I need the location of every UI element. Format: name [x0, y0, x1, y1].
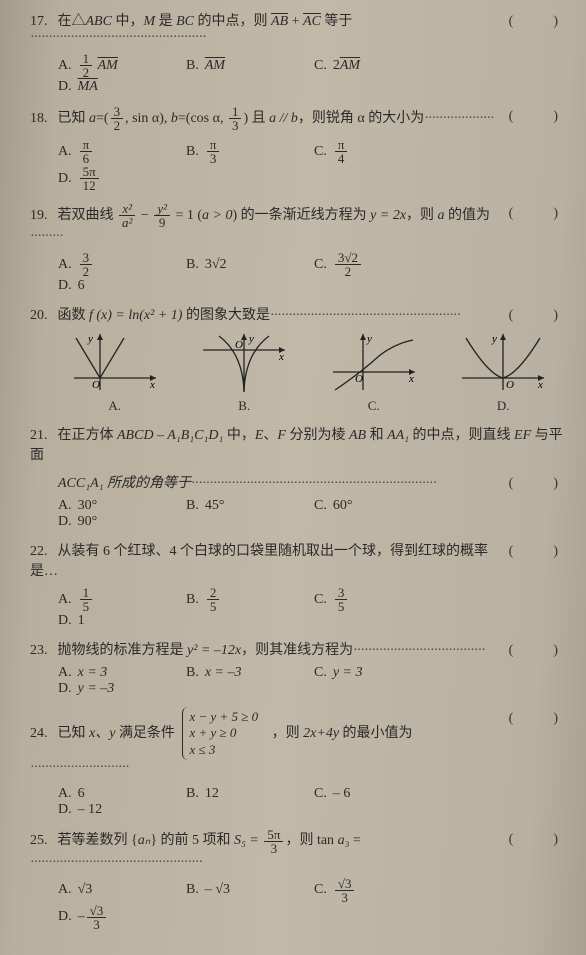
q-number: 21.	[30, 428, 54, 444]
option-B[interactable]: B.12	[186, 786, 314, 802]
option-A[interactable]: A.π6	[58, 138, 186, 165]
svg-text:x: x	[278, 351, 284, 363]
option-C[interactable]: C.60°	[314, 498, 442, 514]
option-D[interactable]: D.– 12	[58, 802, 186, 818]
question-24: ( ) 24. 已知 x、y 满足条件 x − y + 5 ≥ 0 x + y …	[30, 707, 568, 818]
q-number: 25.	[30, 833, 54, 849]
option-A[interactable]: A.x = 3	[58, 665, 186, 681]
option-C[interactable]: C.√33	[314, 877, 442, 904]
option-B[interactable]: B.x = –3	[186, 665, 314, 681]
option-A[interactable]: A. 12 AM	[58, 52, 186, 79]
question-18: ( ) 18. 已知 a=(32, sin α), b=(cos α, 13) …	[30, 105, 568, 192]
stem: 在正方体 ABCD – A₁B₁C₁D₁ 中，E、F 分别为棱 AB 和 AA₁…	[30, 428, 563, 463]
stem-line2: ( ) ACC₁A₁ 所成的角等于·······················…	[58, 472, 568, 492]
answer-blank[interactable]: ( )	[509, 202, 562, 222]
graph-A[interactable]: Oxy A.	[70, 330, 160, 414]
question-20: ( ) 20. 函数 f (x) = ln(x² + 1) 的图象大致是····…	[30, 304, 568, 414]
stem: 从装有 6 个红球、4 个白球的口袋里随机取出一个球，得到红球的概率是…	[30, 544, 488, 579]
option-B[interactable]: B.25	[186, 586, 314, 613]
answer-blank[interactable]: ( )	[509, 540, 562, 560]
option-C[interactable]: C.3√22	[314, 251, 442, 278]
option-B[interactable]: B.π3	[186, 138, 314, 165]
option-A[interactable]: A.6	[58, 786, 186, 802]
svg-text:y: y	[248, 333, 254, 345]
options: A. 12 AM B.AM C.2AM D.MA	[58, 52, 568, 95]
stem: 抛物线的标准方程是 y² = –12x，则其准线方程为·············…	[58, 643, 485, 658]
graph-D[interactable]: Oxy D.	[458, 330, 548, 414]
option-C[interactable]: C.π4	[314, 138, 442, 165]
option-A[interactable]: A.√3	[58, 877, 186, 904]
svg-text:x: x	[537, 379, 543, 391]
stem: 已知 x、y 满足条件 x − y + 5 ≥ 0 x + y ≥ 0 x ≤ …	[30, 726, 413, 775]
question-17: ( ) 17. 在△ABC 中，M 是 BC 的中点，则 AB + AC 等于·…	[30, 10, 568, 95]
svg-text:O: O	[506, 379, 514, 391]
q-number: 23.	[30, 643, 54, 659]
question-22: ( ) 22. 从装有 6 个红球、4 个白球的口袋里随机取出一个球，得到红球的…	[30, 540, 568, 629]
q-number: 17.	[30, 14, 54, 30]
question-25: ( ) 25. 若等差数列 {aₙ} 的前 5 项和 S₅ = 5π3，则 ta…	[30, 828, 568, 931]
question-23: ( ) 23. 抛物线的标准方程是 y² = –12x，则其准线方程为·····…	[30, 639, 568, 697]
question-19: ( ) 19. 若双曲线 x²a² − y²9 = 1 (a > 0) 的一条渐…	[30, 202, 568, 294]
options: A.15 B.25 C.35 D.1	[58, 586, 568, 629]
q-number: 18.	[30, 111, 54, 127]
options: A.π6 B.π3 C.π4 D.5π12	[58, 138, 568, 192]
option-C[interactable]: C.– 6	[314, 786, 442, 802]
q-number: 20.	[30, 308, 54, 324]
options: A.30° B.45° C.60° D.90°	[58, 498, 568, 530]
option-B[interactable]: B.45°	[186, 498, 314, 514]
svg-text:y: y	[366, 333, 372, 345]
stem: 在△ABC 中，M 是 BC 的中点，则 AB + AC 等于·········…	[30, 14, 352, 45]
option-A[interactable]: A.15	[58, 586, 186, 613]
answer-blank[interactable]: ( )	[509, 105, 562, 125]
options: A.√3 B.– √3 C.√33 D.– √33	[58, 877, 568, 931]
option-D[interactable]: D.5π12	[58, 165, 186, 192]
svg-text:y: y	[491, 333, 497, 345]
stem: 若双曲线 x²a² − y²9 = 1 (a > 0) 的一条渐近线方程为 y …	[30, 208, 490, 244]
svg-text:x: x	[408, 373, 414, 385]
q-number: 22.	[30, 544, 54, 560]
answer-blank[interactable]: ( )	[509, 707, 562, 727]
answer-blank[interactable]: ( )	[509, 639, 562, 659]
option-D[interactable]: D.1	[58, 613, 186, 629]
option-A[interactable]: A.30°	[58, 498, 186, 514]
question-21: 21. 在正方体 ABCD – A₁B₁C₁D₁ 中，E、F 分别为棱 AB 和…	[30, 424, 568, 530]
option-C[interactable]: C.35	[314, 586, 442, 613]
graph-C[interactable]: Oxy C.	[329, 330, 419, 414]
options: A.32 B.3√2 C.3√22 D.6	[58, 251, 568, 294]
constraint-brace: x − y + 5 ≥ 0 x + y ≥ 0 x ≤ 3	[182, 707, 264, 760]
graph-B[interactable]: Oxy B.	[199, 330, 289, 414]
option-D[interactable]: D.90°	[58, 514, 186, 530]
option-B[interactable]: B.– √3	[186, 877, 314, 904]
option-C[interactable]: C.y = 3	[314, 665, 442, 681]
answer-blank[interactable]: ( )	[509, 472, 562, 492]
q-number: 24.	[30, 726, 54, 742]
stem: 已知 a=(32, sin α), b=(cos α, 13) 且 a // b…	[58, 111, 494, 126]
svg-text:O: O	[235, 339, 243, 351]
option-D[interactable]: D.MA	[58, 79, 186, 95]
option-D[interactable]: D.6	[58, 278, 186, 294]
option-C[interactable]: C.2AM	[314, 52, 442, 79]
option-A[interactable]: A.32	[58, 251, 186, 278]
option-D[interactable]: D.y = –3	[58, 681, 186, 697]
exam-page: ( ) 17. 在△ABC 中，M 是 BC 的中点，则 AB + AC 等于·…	[0, 0, 586, 955]
graph-options: Oxy A. Oxy B. Oxy C.	[50, 330, 568, 414]
stem: 若等差数列 {aₙ} 的前 5 项和 S₅ = 5π3，则 tan a₃ = ·…	[30, 833, 361, 869]
answer-blank[interactable]: ( )	[509, 10, 562, 30]
svg-text:O: O	[355, 373, 363, 385]
option-B[interactable]: B.AM	[186, 52, 314, 79]
svg-text:y: y	[87, 333, 93, 345]
answer-blank[interactable]: ( )	[509, 304, 562, 324]
stem: 函数 f (x) = ln(x² + 1) 的图象大致是············…	[58, 308, 461, 323]
answer-blank[interactable]: ( )	[509, 828, 562, 848]
option-D[interactable]: D.– √33	[58, 904, 186, 931]
svg-text:O: O	[92, 379, 100, 391]
options: A.6 B.12 C.– 6 D.– 12	[58, 786, 568, 818]
svg-text:x: x	[149, 379, 155, 391]
option-B[interactable]: B.3√2	[186, 251, 314, 278]
options: A.x = 3 B.x = –3 C.y = 3 D.y = –3	[58, 665, 568, 697]
q-number: 19.	[30, 208, 54, 224]
